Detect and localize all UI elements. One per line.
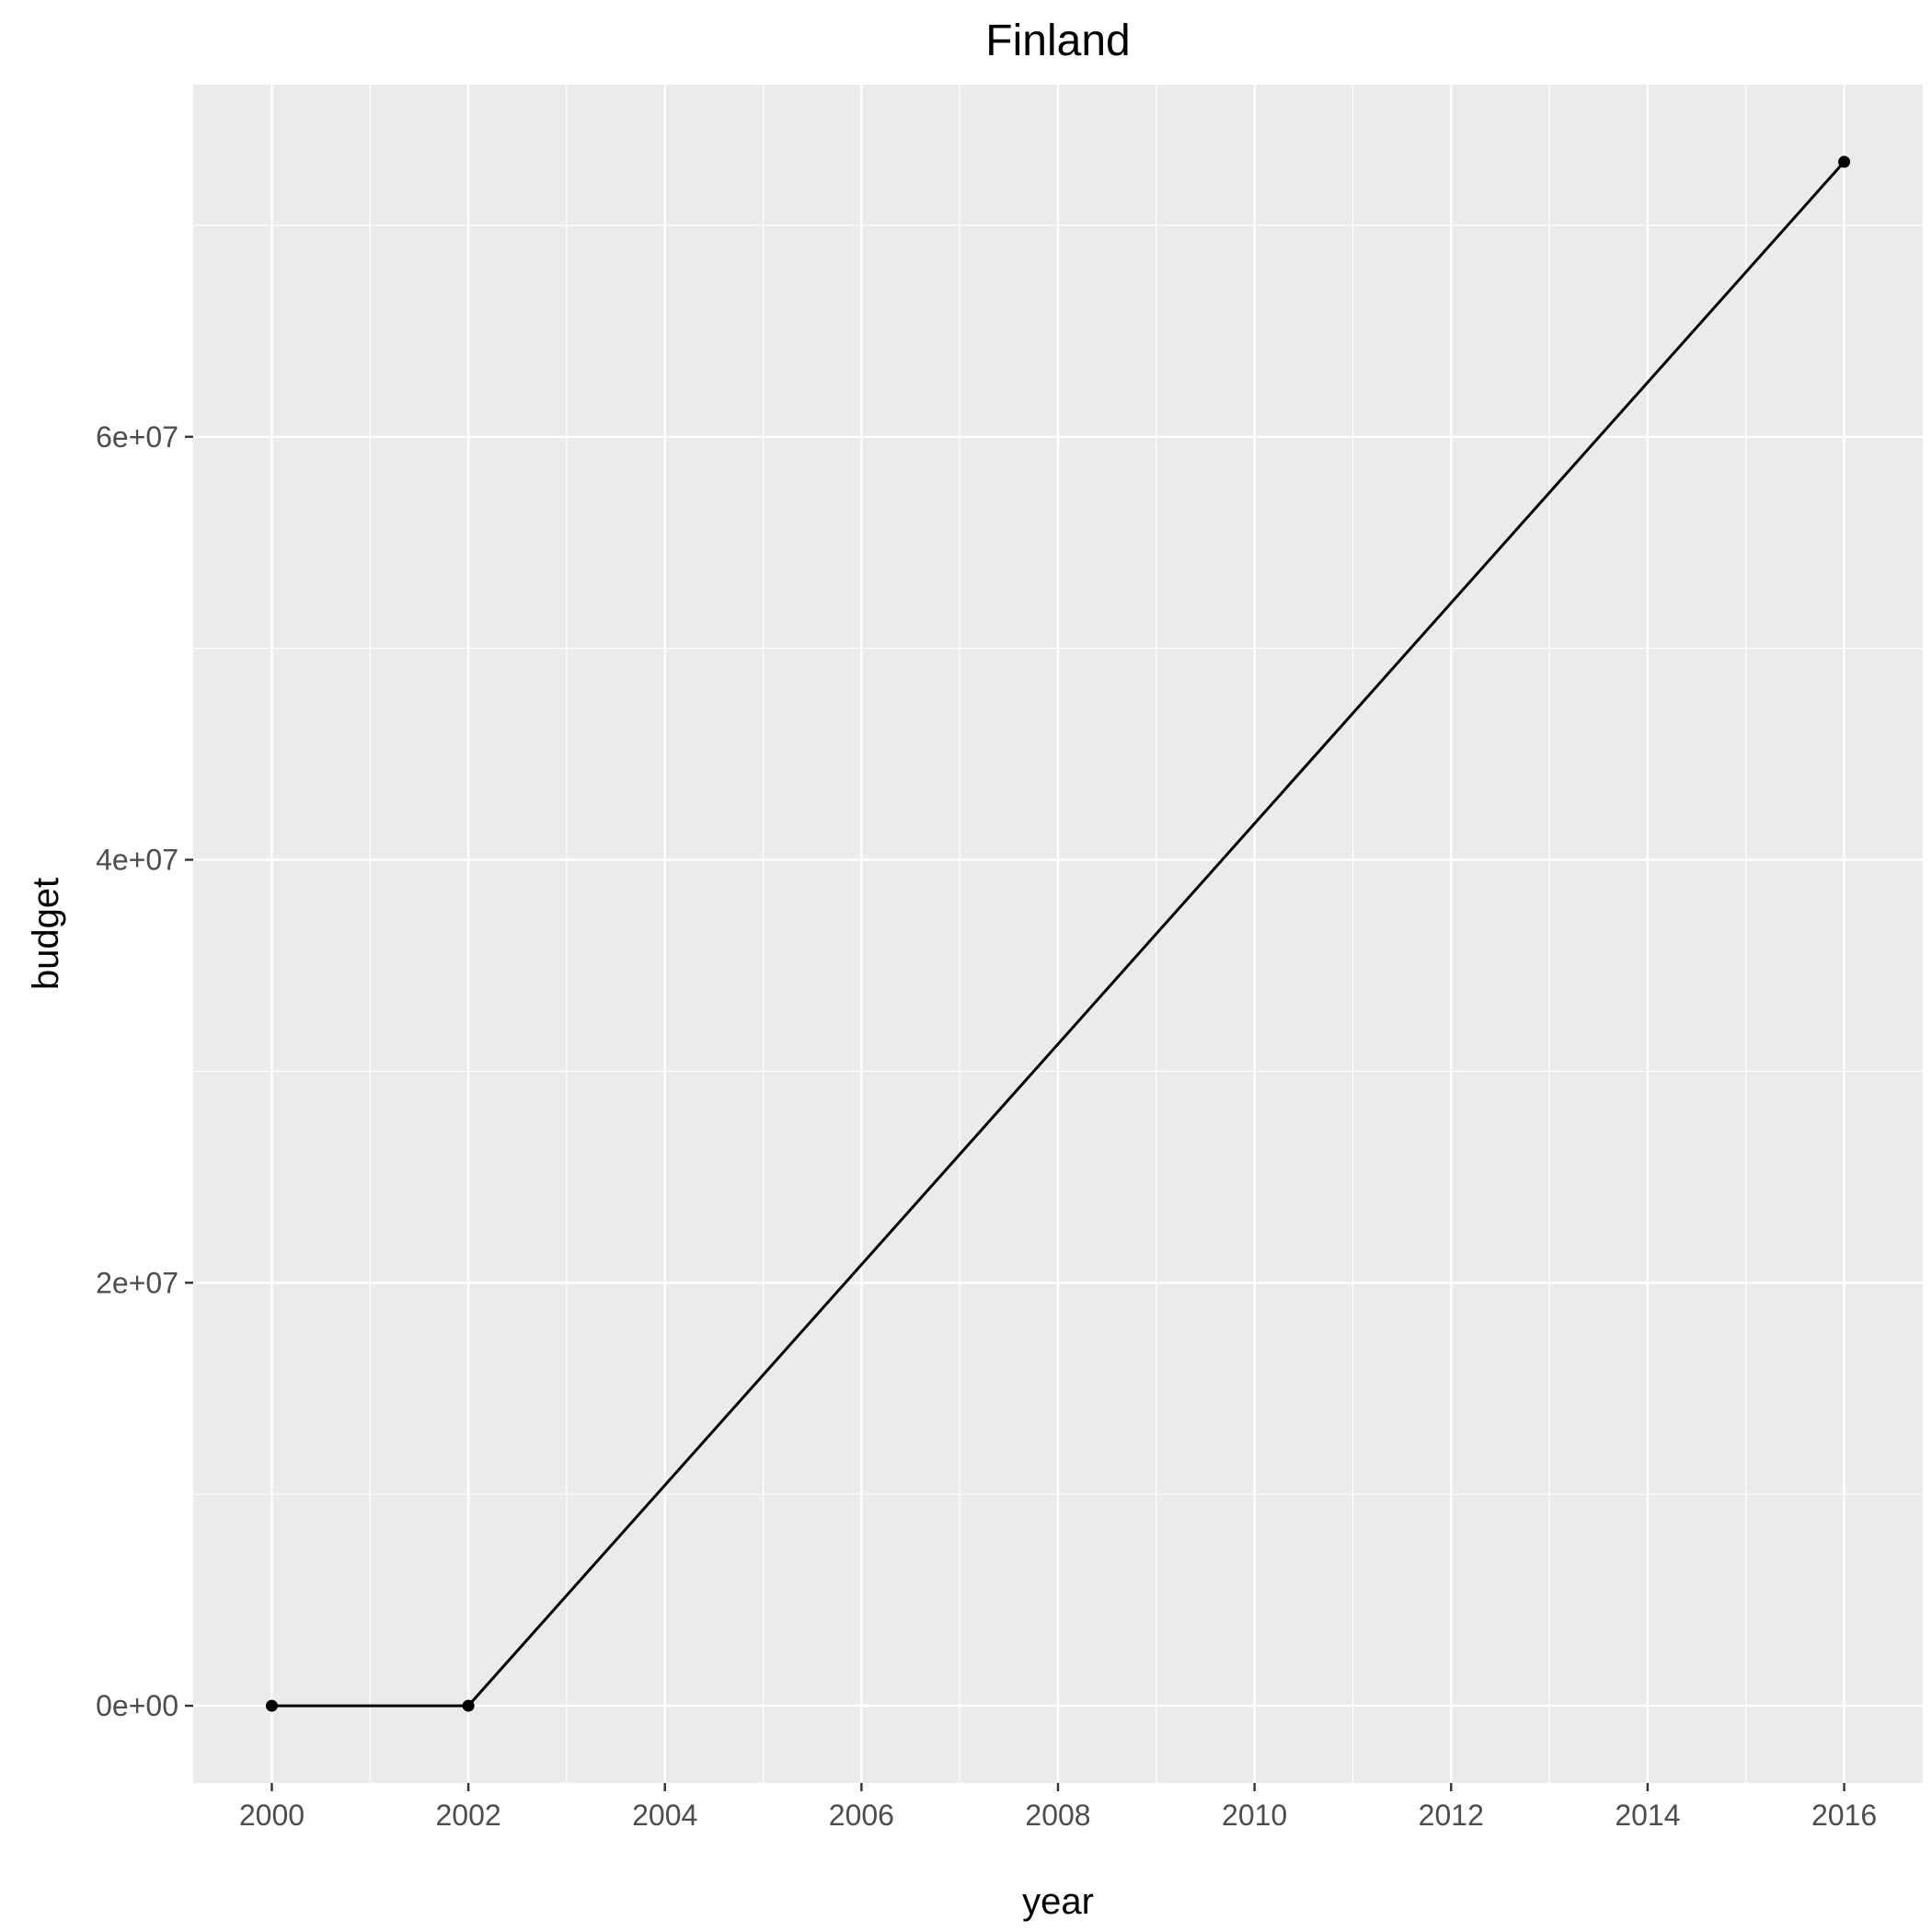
x-tick-label: 2004	[632, 1799, 697, 1832]
y-tick-label: 4e+07	[96, 844, 178, 877]
x-tick-label: 2000	[239, 1799, 305, 1832]
x-tick-label: 2012	[1419, 1799, 1484, 1832]
major-gridlines	[193, 85, 1923, 1783]
y-tick-label: 6e+07	[96, 420, 178, 454]
data-point	[462, 1699, 475, 1712]
x-tick-label: 2014	[1615, 1799, 1680, 1832]
x-tick-label: 2006	[829, 1799, 894, 1832]
x-tick-label: 2010	[1222, 1799, 1287, 1832]
data-point	[265, 1699, 278, 1712]
y-axis: 0e+00 2e+07 4e+07 6e+07	[96, 420, 193, 1722]
x-axis-title: year	[1022, 1881, 1094, 1922]
y-tick-label: 2e+07	[96, 1266, 178, 1299]
y-axis-title: budget	[26, 878, 66, 990]
x-tick-label: 2002	[435, 1799, 500, 1832]
x-axis: 2000 2002 2004 2006 2008 2010 2012 2014 2016	[239, 1783, 1877, 1832]
chart-title: Finland	[985, 17, 1130, 65]
data-point	[1838, 155, 1851, 168]
y-tick-label: 0e+00	[96, 1689, 178, 1722]
series-layer	[265, 155, 1851, 1712]
x-tick-label: 2008	[1025, 1799, 1090, 1832]
x-tick-label: 2016	[1811, 1799, 1877, 1832]
